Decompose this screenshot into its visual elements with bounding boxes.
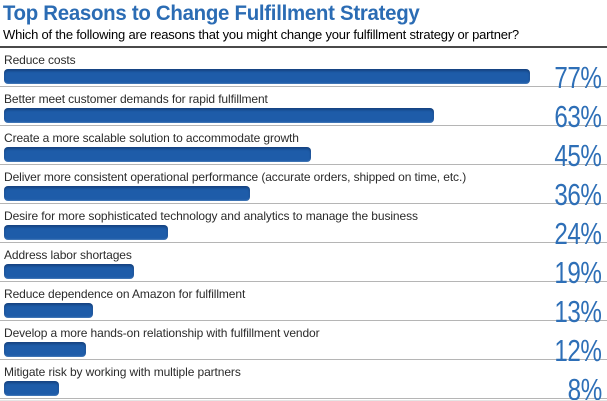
bar-label: Reduce costs: [4, 53, 76, 67]
bar-row: Address labor shortages 19%: [0, 243, 607, 288]
bar: [4, 225, 168, 240]
bar-value: 12%: [554, 333, 603, 368]
bar-rows: Reduce costs 77% Better meet customer de…: [0, 48, 607, 401]
bar-value: 36%: [554, 177, 603, 212]
bar-value: 19%: [554, 255, 603, 290]
bar: [4, 147, 311, 162]
bar-label: Reduce dependence on Amazon for fulfillm…: [4, 287, 246, 301]
bar-value: 13%: [554, 294, 603, 329]
bar-label: Create a more scalable solution to accom…: [4, 131, 299, 145]
bar-row: Reduce dependence on Amazon for fulfillm…: [0, 282, 607, 327]
bar-row: Deliver more consistent operational perf…: [0, 165, 607, 210]
bar: [4, 108, 434, 123]
bar-value: 24%: [554, 216, 603, 251]
bar: [4, 342, 86, 357]
bar-label: Better meet customer demands for rapid f…: [4, 92, 268, 106]
bar-row: Develop a more hands-on relationship wit…: [0, 321, 607, 366]
bar-label: Desire for more sophisticated technology…: [4, 209, 418, 223]
bar-value: 63%: [554, 99, 603, 134]
bar-label: Address labor shortages: [4, 248, 132, 262]
bar-row: Reduce costs 77%: [0, 48, 607, 93]
bar-value: 45%: [554, 138, 603, 173]
bar-row: Better meet customer demands for rapid f…: [0, 87, 607, 132]
bar: [4, 186, 250, 201]
bar: [4, 303, 93, 318]
bar: [4, 381, 59, 396]
bar-label: Mitigate risk by working with multiple p…: [4, 365, 241, 379]
bar-value: 77%: [554, 60, 603, 95]
bar: [4, 69, 530, 84]
header-divider: [0, 46, 607, 48]
chart-subtitle: Which of the following are reasons that …: [3, 27, 519, 42]
bar-label: Deliver more consistent operational perf…: [4, 170, 467, 184]
bar-row: Create a more scalable solution to accom…: [0, 126, 607, 171]
chart-title: Top Reasons to Change Fulfillment Strate…: [2, 1, 420, 25]
bar: [4, 264, 134, 279]
bar-label: Develop a more hands-on relationship wit…: [4, 326, 320, 340]
bar-value: 8%: [567, 372, 603, 401]
bar-row: Mitigate risk by working with multiple p…: [0, 360, 607, 401]
bar-row: Desire for more sophisticated technology…: [0, 204, 607, 249]
